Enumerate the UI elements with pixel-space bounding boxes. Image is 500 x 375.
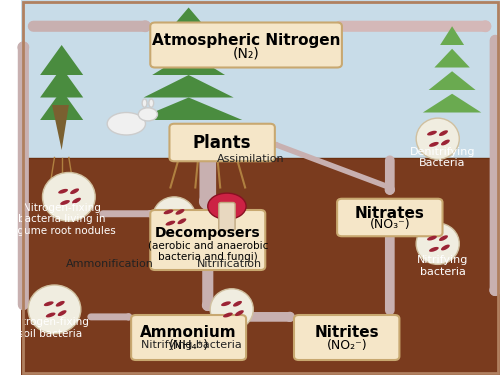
- Text: (NO₃⁻): (NO₃⁻): [370, 217, 410, 231]
- Ellipse shape: [208, 193, 246, 219]
- Ellipse shape: [58, 189, 68, 194]
- Text: Atmospheric Nitrogen: Atmospheric Nitrogen: [152, 33, 340, 48]
- Ellipse shape: [416, 223, 460, 264]
- Text: Decomposers: Decomposers: [155, 226, 260, 240]
- Ellipse shape: [441, 140, 450, 146]
- Polygon shape: [428, 71, 476, 90]
- Ellipse shape: [72, 198, 81, 204]
- Ellipse shape: [233, 301, 242, 307]
- Ellipse shape: [28, 285, 81, 334]
- Ellipse shape: [56, 301, 64, 307]
- Ellipse shape: [427, 236, 437, 240]
- Ellipse shape: [429, 247, 438, 252]
- Polygon shape: [40, 45, 83, 75]
- Ellipse shape: [429, 142, 438, 147]
- Polygon shape: [144, 75, 234, 98]
- Text: Denitrifying
Bacteria: Denitrifying Bacteria: [410, 147, 476, 168]
- Text: Nitrifying
bacteria: Nitrifying bacteria: [417, 255, 468, 277]
- FancyBboxPatch shape: [219, 202, 235, 231]
- Text: Nitrites: Nitrites: [314, 325, 379, 340]
- Polygon shape: [423, 94, 482, 112]
- FancyBboxPatch shape: [150, 210, 266, 270]
- Ellipse shape: [166, 220, 175, 226]
- Ellipse shape: [441, 244, 450, 250]
- Polygon shape: [52, 105, 69, 150]
- Text: Plants: Plants: [193, 134, 252, 152]
- Ellipse shape: [107, 112, 146, 135]
- FancyBboxPatch shape: [150, 22, 342, 68]
- Polygon shape: [170, 8, 208, 30]
- Ellipse shape: [138, 108, 158, 121]
- Ellipse shape: [235, 310, 244, 316]
- Polygon shape: [40, 68, 83, 98]
- Ellipse shape: [176, 209, 184, 215]
- Ellipse shape: [416, 118, 460, 159]
- Ellipse shape: [439, 235, 448, 241]
- Text: Nitrogen-fixing
soil bacteria: Nitrogen-fixing soil bacteria: [10, 317, 88, 339]
- Ellipse shape: [60, 200, 70, 205]
- Text: Nitrogen-fixing
bacteria living in
legume root nodules: Nitrogen-fixing bacteria living in legum…: [8, 203, 116, 236]
- Text: (aerobic and anaerobic
bacteria and fungi): (aerobic and anaerobic bacteria and fung…: [148, 241, 268, 262]
- Polygon shape: [135, 98, 242, 120]
- Text: Ammonium: Ammonium: [140, 325, 237, 340]
- Ellipse shape: [70, 188, 79, 194]
- Ellipse shape: [221, 302, 231, 306]
- Text: (NH₄⁺): (NH₄⁺): [168, 339, 208, 352]
- Text: Ammonification: Ammonification: [66, 260, 154, 269]
- Ellipse shape: [46, 312, 56, 318]
- Text: Nitrifying bacteria: Nitrifying bacteria: [140, 340, 241, 350]
- FancyBboxPatch shape: [21, 0, 500, 158]
- Text: Nitrates: Nitrates: [355, 206, 425, 221]
- Ellipse shape: [223, 312, 232, 318]
- FancyBboxPatch shape: [294, 315, 400, 360]
- Text: Assimilation: Assimilation: [218, 154, 285, 164]
- Polygon shape: [434, 49, 470, 68]
- Ellipse shape: [58, 310, 66, 316]
- Text: (N₂): (N₂): [232, 46, 260, 60]
- FancyBboxPatch shape: [337, 199, 442, 236]
- Ellipse shape: [210, 289, 254, 330]
- Polygon shape: [440, 26, 464, 45]
- Ellipse shape: [164, 210, 173, 214]
- Ellipse shape: [178, 218, 186, 224]
- Ellipse shape: [427, 131, 437, 135]
- Text: Nitrification: Nitrification: [197, 260, 262, 269]
- Ellipse shape: [42, 172, 95, 221]
- FancyBboxPatch shape: [21, 158, 500, 375]
- Ellipse shape: [44, 302, 54, 306]
- Polygon shape: [161, 30, 216, 52]
- FancyBboxPatch shape: [131, 315, 246, 360]
- Polygon shape: [40, 90, 83, 120]
- Text: (NO₂⁻): (NO₂⁻): [326, 339, 367, 352]
- Polygon shape: [152, 53, 225, 75]
- Ellipse shape: [149, 99, 154, 107]
- Ellipse shape: [152, 197, 196, 238]
- Ellipse shape: [142, 99, 147, 107]
- FancyBboxPatch shape: [170, 124, 275, 161]
- Ellipse shape: [439, 130, 448, 136]
